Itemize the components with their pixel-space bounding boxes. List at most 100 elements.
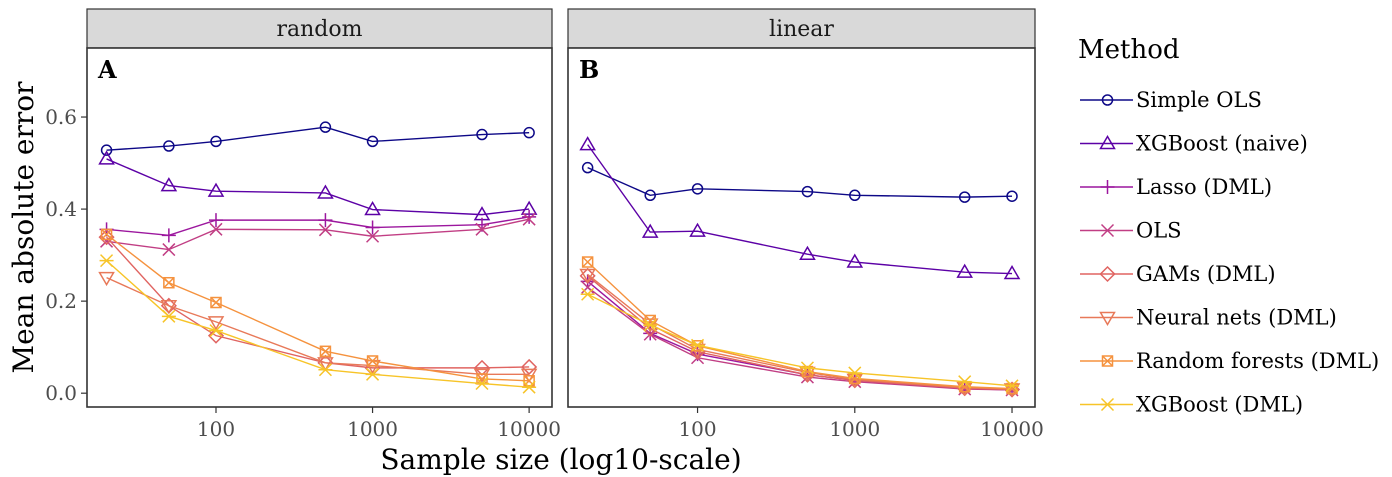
x-tick-label: 10000 xyxy=(497,417,561,441)
data-point xyxy=(317,184,334,199)
data-point xyxy=(209,222,223,236)
data-point xyxy=(98,150,115,165)
data-point xyxy=(956,263,973,278)
data-point xyxy=(161,309,176,323)
y-tick-label: 0.6 xyxy=(45,105,77,129)
data-point xyxy=(846,373,864,388)
data-point xyxy=(475,222,489,236)
panel-frame xyxy=(86,47,553,408)
data-point xyxy=(207,327,225,344)
data-point xyxy=(644,189,656,202)
legend-key-marker xyxy=(1101,355,1114,367)
data-point xyxy=(690,338,705,352)
legend-key-marker xyxy=(1101,94,1114,106)
legend-key-marker xyxy=(1100,180,1115,194)
data-point xyxy=(366,355,379,367)
data-point xyxy=(366,135,379,148)
data-point xyxy=(474,376,489,391)
panel-tag: A xyxy=(97,55,117,84)
data-point xyxy=(849,189,861,202)
y-tick-label: 0.2 xyxy=(45,289,77,313)
data-point xyxy=(161,228,176,243)
data-point xyxy=(580,287,595,301)
data-point xyxy=(318,363,333,377)
data-point xyxy=(523,126,535,139)
data-point xyxy=(317,357,334,372)
data-point xyxy=(579,268,596,283)
data-point xyxy=(162,243,176,257)
y-tick-label: 0.0 xyxy=(45,381,77,405)
data-point xyxy=(691,183,704,195)
data-point xyxy=(581,280,595,294)
data-point xyxy=(643,318,658,332)
data-point xyxy=(365,220,380,235)
data-point xyxy=(801,185,814,198)
data-point xyxy=(99,254,114,268)
legend-label: Random forests (DML) xyxy=(1136,349,1379,373)
legend-key-marker xyxy=(1099,265,1116,283)
data-point xyxy=(581,161,594,174)
data-point xyxy=(319,121,332,133)
legend-key-marker xyxy=(1099,311,1116,326)
data-point xyxy=(799,245,816,260)
legend-item: GAMs (DML) xyxy=(1080,262,1276,286)
x-tick-label: 10000 xyxy=(980,417,1044,441)
data-point xyxy=(160,299,178,315)
y-axis-title: Mean absolute error xyxy=(7,81,40,374)
data-point xyxy=(207,182,225,197)
data-point xyxy=(641,223,659,238)
data-point xyxy=(522,209,537,224)
series-simple-ols xyxy=(100,121,535,156)
legend-item: Simple OLS xyxy=(1080,88,1262,112)
data-point xyxy=(957,375,972,389)
x-tick-label: 100 xyxy=(678,417,716,441)
legend-key-marker xyxy=(1100,223,1115,238)
data-point xyxy=(208,213,223,228)
series-line xyxy=(106,126,530,151)
legend-title: Method xyxy=(1078,35,1180,65)
data-point xyxy=(579,136,596,151)
series-xgboost-naive- xyxy=(98,150,538,221)
data-point xyxy=(476,128,488,141)
data-point xyxy=(689,222,706,237)
data-point xyxy=(98,271,115,287)
x-tick-label: 1000 xyxy=(829,417,880,441)
data-point xyxy=(958,191,971,203)
legend-item: XGBoost (DML) xyxy=(1080,393,1303,417)
strip-label: linear xyxy=(769,17,834,42)
data-point xyxy=(1003,265,1021,280)
data-point xyxy=(100,144,113,156)
series-xgboost-naive- xyxy=(579,136,1021,280)
legend-label: Lasso (DML) xyxy=(1136,175,1272,199)
axes-group: 100 1000 10000 100 1000 10000 0.0 0.2 0.4 0.6 Samp… xyxy=(7,81,1044,476)
legend-item: XGBoost (naive) xyxy=(1080,132,1308,156)
data-point xyxy=(319,345,332,358)
panel-frame xyxy=(567,47,1036,408)
data-point xyxy=(1005,379,1020,393)
series-simple-ols xyxy=(581,161,1018,203)
data-point xyxy=(366,229,380,243)
data-point xyxy=(207,316,225,331)
data-point xyxy=(522,380,537,394)
data-point xyxy=(846,253,864,268)
series-xgboost-dml- xyxy=(99,254,537,394)
x-tick-label: 100 xyxy=(197,417,235,441)
legend-label: XGBoost (naive) xyxy=(1136,132,1308,156)
data-point xyxy=(318,223,332,237)
data-point xyxy=(318,213,333,228)
strip-background xyxy=(86,8,553,49)
panel-linear: linear B xyxy=(567,8,1036,408)
legend-item: OLS xyxy=(1080,219,1182,243)
data-point xyxy=(581,256,594,268)
data-point xyxy=(163,276,175,289)
legend-item: Neural nets (DML) xyxy=(1080,306,1337,330)
data-point xyxy=(210,135,222,148)
panel-tag: B xyxy=(579,55,599,84)
legend-label: OLS xyxy=(1136,219,1182,243)
data-point xyxy=(800,361,815,375)
legend-item: Lasso (DML) xyxy=(1080,175,1272,199)
legend: Method Simple OLS XGBoost (naive) Lasso (DM… xyxy=(1078,35,1379,417)
data-point xyxy=(1006,190,1018,202)
